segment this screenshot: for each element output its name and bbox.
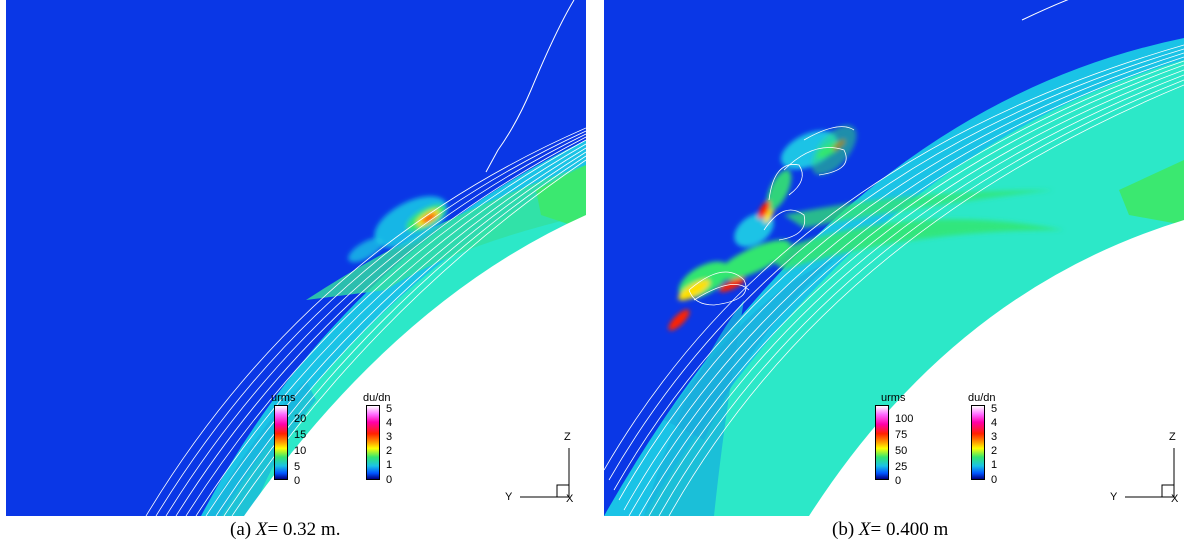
streamlines — [604, 44, 1184, 516]
dudn-tick: 1 — [991, 459, 998, 471]
axis-label-x: X — [1171, 493, 1179, 505]
caption-a-prefix: (a) — [230, 519, 252, 540]
urms-legend-title: urms — [271, 392, 296, 404]
green-zone — [536, 165, 586, 230]
urms-tick: 25 — [895, 461, 908, 473]
urms-legend-title: urms — [881, 392, 906, 404]
dudn-colorbar — [971, 405, 985, 480]
caption-b-variable: X — [858, 519, 871, 540]
urms-tick: 10 — [294, 445, 307, 457]
caption-a-value: = 0.32 m. — [267, 519, 341, 540]
dudn-tick: 2 — [386, 445, 393, 457]
disturbance-region — [668, 125, 1064, 331]
disturbance-blob — [348, 196, 448, 263]
axis-label-x: X — [566, 493, 574, 505]
contour-panel-a: urms 20 15 10 5 0 du/dn 5 4 3 2 1 0 Z Y … — [6, 0, 586, 516]
caption-a-variable: X — [255, 519, 268, 540]
dudn-tick: 5 — [386, 403, 393, 415]
dudn-tick: 2 — [991, 445, 998, 457]
streamlines — [145, 127, 586, 516]
inner-cyan-band — [664, 260, 834, 440]
contour-plot-a — [6, 0, 586, 516]
caption-a: (a) X= 0.32 m. — [230, 519, 340, 541]
inner-cyan-zone — [206, 380, 316, 516]
caption-b-value: = 0.400 m — [870, 519, 949, 540]
green-zone — [1119, 160, 1184, 225]
dudn-legend-title: du/dn — [363, 392, 391, 404]
axis-label-z: Z — [1169, 431, 1176, 443]
dudn-tick: 4 — [991, 417, 998, 429]
urms-tick: 20 — [294, 413, 307, 425]
axis-label-y: Y — [505, 491, 513, 503]
dudn-tick: 1 — [386, 459, 393, 471]
dudn-tick: 3 — [991, 431, 998, 443]
dudn-tick: 0 — [386, 474, 393, 486]
dudn-tick: 3 — [386, 431, 393, 443]
contour-plot-b — [604, 0, 1184, 516]
urms-tick: 5 — [294, 461, 301, 473]
contour-panel-b: urms 100 75 50 25 0 du/dn 5 4 3 2 1 0 Z … — [604, 0, 1184, 516]
axis-label-z: Z — [564, 431, 571, 443]
dudn-tick: 0 — [991, 474, 998, 486]
dudn-legend-title: du/dn — [968, 392, 996, 404]
shock-line — [1021, 0, 1069, 21]
caption-b: (b) X= 0.400 m — [832, 519, 948, 541]
urms-tick: 0 — [294, 475, 301, 487]
urms-tick: 0 — [895, 475, 902, 487]
dudn-tick: 4 — [386, 417, 393, 429]
body-surface — [244, 215, 586, 516]
axis-label-y: Y — [1110, 491, 1118, 503]
dudn-colorbar — [366, 405, 380, 480]
urms-tick: 100 — [895, 413, 914, 425]
axis-triad — [1125, 448, 1175, 498]
urms-tick: 75 — [895, 429, 908, 441]
urms-tick: 15 — [294, 429, 307, 441]
dudn-tick: 5 — [991, 403, 998, 415]
shock-line — [485, 0, 575, 173]
urms-tick: 50 — [895, 445, 908, 457]
axis-triad — [520, 448, 570, 498]
urms-colorbar — [875, 405, 889, 480]
body-surface — [809, 220, 1184, 516]
urms-colorbar — [274, 405, 288, 480]
caption-b-prefix: (b) — [832, 519, 855, 540]
